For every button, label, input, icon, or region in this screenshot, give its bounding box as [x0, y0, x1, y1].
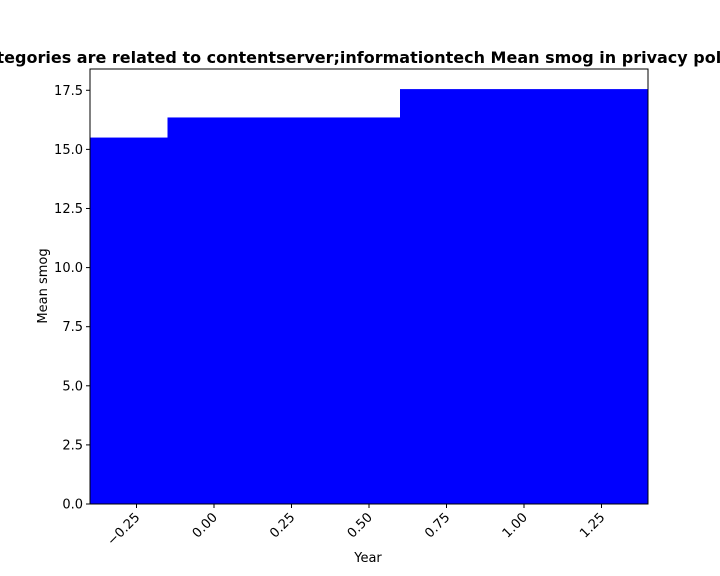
x-axis: −0.25 0.00 0.25 0.50 0.75 1.00 1.25	[105, 504, 608, 549]
y-tick-label: 7.5	[62, 320, 83, 335]
bars-layer	[90, 89, 648, 505]
x-tick-label: 1.00	[500, 510, 531, 541]
y-axis: 0.0 2.5 5.0 7.5 10.0 12.5 15.0 17.5	[54, 84, 90, 513]
y-axis-label: Mean smog	[36, 248, 51, 323]
x-tick-label: 1.25	[577, 510, 608, 541]
y-tick-label: 5.0	[62, 379, 83, 394]
bar-2	[400, 89, 648, 505]
x-tick-label: 0.25	[267, 510, 298, 541]
chart-title: Categories are related to contentserver;…	[0, 48, 720, 67]
bar-0	[90, 137, 168, 504]
x-tick-label: −0.25	[105, 510, 144, 549]
y-tick-label: 12.5	[54, 202, 83, 217]
y-tick-label: 15.0	[54, 143, 83, 158]
y-tick-label: 2.5	[62, 438, 83, 453]
y-tick-label: 17.5	[54, 84, 83, 99]
x-axis-label: Year	[353, 551, 382, 566]
y-tick-label: 10.0	[54, 261, 83, 276]
y-tick-label: 0.0	[62, 498, 83, 513]
x-tick-label: 0.75	[422, 510, 453, 541]
bar-1	[167, 117, 400, 505]
x-tick-label: 0.00	[190, 510, 221, 541]
x-tick-label: 0.50	[345, 510, 376, 541]
